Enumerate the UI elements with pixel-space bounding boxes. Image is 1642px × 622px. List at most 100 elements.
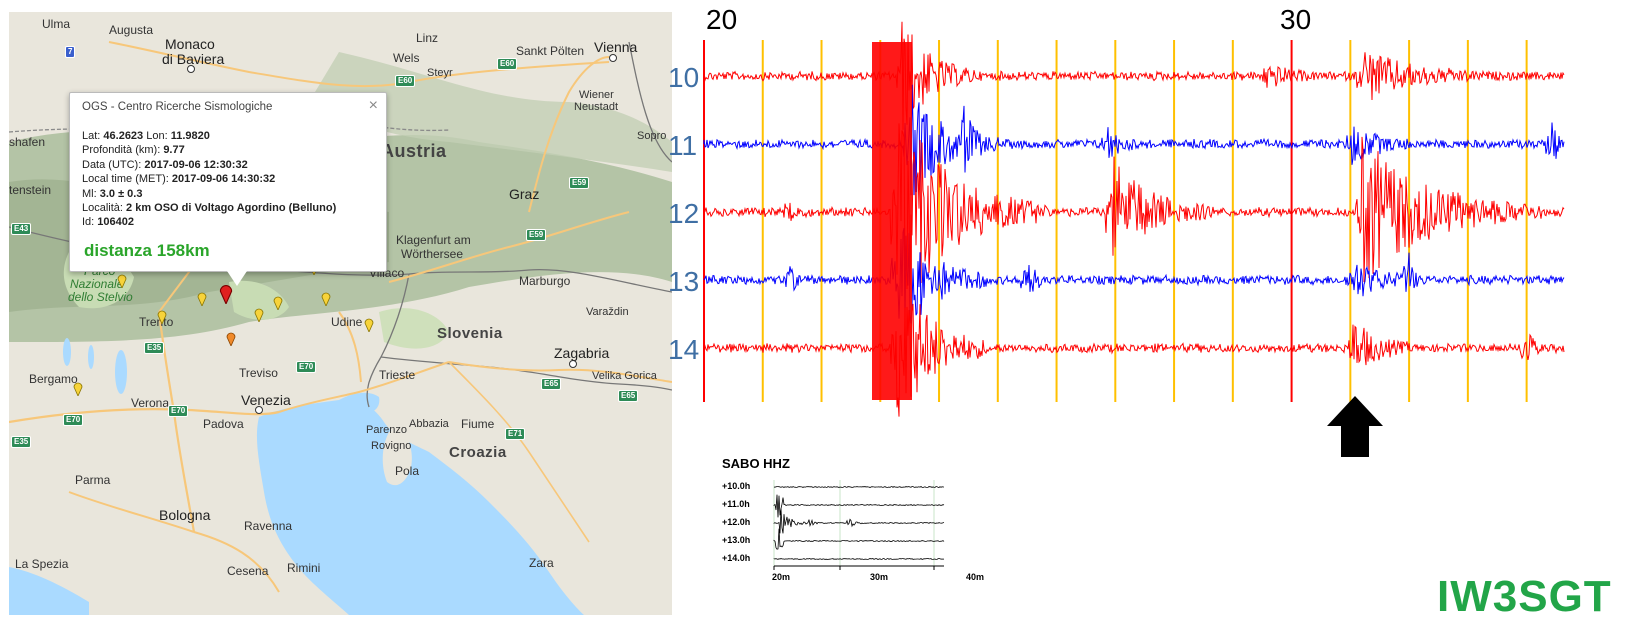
place-label: Rimini — [287, 561, 321, 575]
event-marker-icon[interactable] — [73, 382, 83, 396]
place-label: Verona — [131, 396, 170, 410]
road-shield: E60 — [497, 58, 518, 70]
place-label: Wiener — [579, 89, 614, 101]
place-label: Linz — [416, 31, 439, 45]
saturated-signal — [872, 42, 912, 400]
sabo-trace — [773, 557, 945, 560]
event-marker-icon[interactable] — [273, 296, 283, 310]
local-time-row: Local time (MET): 2017-09-06 14:30:32 — [82, 173, 276, 186]
road-shield: E60 — [395, 75, 416, 87]
road-shield: E65 — [541, 378, 562, 390]
place-label: tenstein — [9, 183, 52, 197]
place-label: Parenzo — [366, 424, 407, 436]
place-label: Augusta — [109, 23, 154, 37]
place-label: Udine — [331, 315, 363, 329]
hour-label: 14 — [668, 334, 700, 365]
event-marker-icon[interactable] — [117, 274, 127, 288]
place-label: Varaždin — [586, 306, 629, 318]
depth-row: Profondità (km): 9.77 — [82, 144, 185, 157]
country-label: Croazia — [449, 444, 507, 461]
place-label: Fiume — [461, 417, 495, 431]
road-shield: E70 — [296, 361, 317, 373]
place-label: Bergamo — [29, 372, 78, 386]
up-arrow-icon — [1327, 396, 1383, 457]
place-label: Ulma — [42, 17, 71, 31]
close-icon[interactable]: × — [368, 97, 378, 114]
popup-title: OGS - Centro Ricerche Sismologiche — [82, 101, 273, 113]
distance-label: distanza 158km — [84, 241, 210, 260]
place-label: di Baviera — [162, 51, 225, 67]
sabo-axis-label: 20m — [772, 572, 791, 582]
park-label: dello Stelvio — [68, 290, 133, 304]
place-label: Vienna — [594, 39, 638, 55]
event-marker-icon[interactable] — [197, 292, 207, 306]
place-label: Klagenfurt am — [396, 233, 471, 247]
place-label: Steyr — [427, 67, 453, 79]
event-marker-icon[interactable] — [321, 292, 331, 306]
helicorder-panel: 20 30 10 11 12 13 14 SABO HHZ +10.0h +11… — [668, 0, 1642, 622]
place-label: Venezia — [241, 392, 291, 408]
map-view[interactable]: Ulma Augusta Monaco di Baviera Linz Wels… — [9, 12, 672, 615]
place-label: Cesena — [227, 564, 269, 578]
sabo-axis-label: 30m — [870, 572, 889, 582]
hour-label: 13 — [668, 266, 700, 297]
hour-label: 12 — [668, 198, 700, 229]
sabo-axis-label: 40m — [966, 572, 985, 582]
seismic-trace — [703, 303, 1565, 417]
event-details: Lat: 46.2623 Lon: 11.9820 Profondità (km… — [82, 129, 336, 230]
minute-label-20: 20 — [706, 4, 738, 35]
park-label: Nazionale — [70, 277, 124, 291]
city-marker — [255, 406, 263, 414]
place-label: Rovigno — [371, 440, 412, 452]
place-label: Wels — [393, 51, 420, 65]
id-row: Id: 106402 — [82, 216, 135, 229]
seismic-trace — [703, 84, 1565, 196]
sabo-row-label: +14.0h — [722, 553, 751, 563]
place-label: Padova — [203, 417, 244, 431]
country-label: Slovenia — [437, 325, 503, 342]
minute-label-30: 30 — [1280, 4, 1312, 35]
magnitude-row: Ml: 3.0 ± 0.3 — [82, 187, 143, 200]
sabo-trace — [773, 494, 945, 518]
event-marker-icon[interactable] — [254, 308, 264, 322]
event-marker-icon[interactable] — [364, 318, 374, 332]
country-label: Austria — [381, 141, 447, 161]
road-shield: E65 — [618, 390, 639, 402]
road-shield: 7 — [65, 46, 76, 58]
hour-label: 11 — [668, 130, 698, 161]
sabo-row-label: +12.0h — [722, 517, 751, 527]
event-marker-icon[interactable] — [226, 332, 236, 346]
location-row: Località: 2 km OSO di Voltago Agordino (… — [82, 202, 337, 215]
road-shield: E35 — [144, 342, 165, 354]
place-label: La Spezia — [15, 557, 69, 571]
sabo-row-label: +11.0h — [722, 499, 750, 509]
seismic-trace — [703, 21, 1565, 130]
place-label: Graz — [509, 186, 540, 202]
station-callsign: IW3SGT — [1437, 572, 1612, 621]
place-label: shafen — [9, 135, 46, 149]
utc-date-row: Data (UTC): 2017-09-06 12:30:32 — [82, 158, 248, 171]
place-label: Marburgo — [519, 274, 571, 288]
selected-event-marker-icon[interactable] — [219, 284, 233, 304]
sabo-row-label: +10.0h — [722, 481, 751, 491]
event-marker-icon[interactable] — [157, 310, 167, 324]
event-info-popup: OGS - Centro Ricerche Sismologiche × Lat… — [69, 92, 387, 286]
place-label: Bologna — [159, 507, 211, 523]
city-marker — [187, 65, 195, 73]
place-label: Pola — [395, 464, 420, 478]
sabo-trace — [773, 528, 945, 550]
place-label: Zara — [529, 556, 554, 570]
place-label: Wörthersee — [401, 247, 464, 261]
coordinates-row: Lat: 46.2623 Lon: 11.9820 — [82, 130, 210, 142]
road-shield: E59 — [526, 229, 547, 241]
road-shield: E70 — [63, 414, 84, 426]
place-label: Abbazia — [409, 418, 449, 430]
road-shield: E35 — [11, 436, 32, 448]
place-label: Treviso — [239, 366, 278, 380]
place-label: Velika Gorica — [592, 370, 657, 382]
road-shield: E70 — [168, 405, 189, 417]
road-shield: E71 — [505, 428, 526, 440]
sabo-trace — [773, 486, 944, 488]
place-label: Sopro — [637, 130, 667, 142]
sabo-title: SABO HHZ — [722, 456, 790, 471]
